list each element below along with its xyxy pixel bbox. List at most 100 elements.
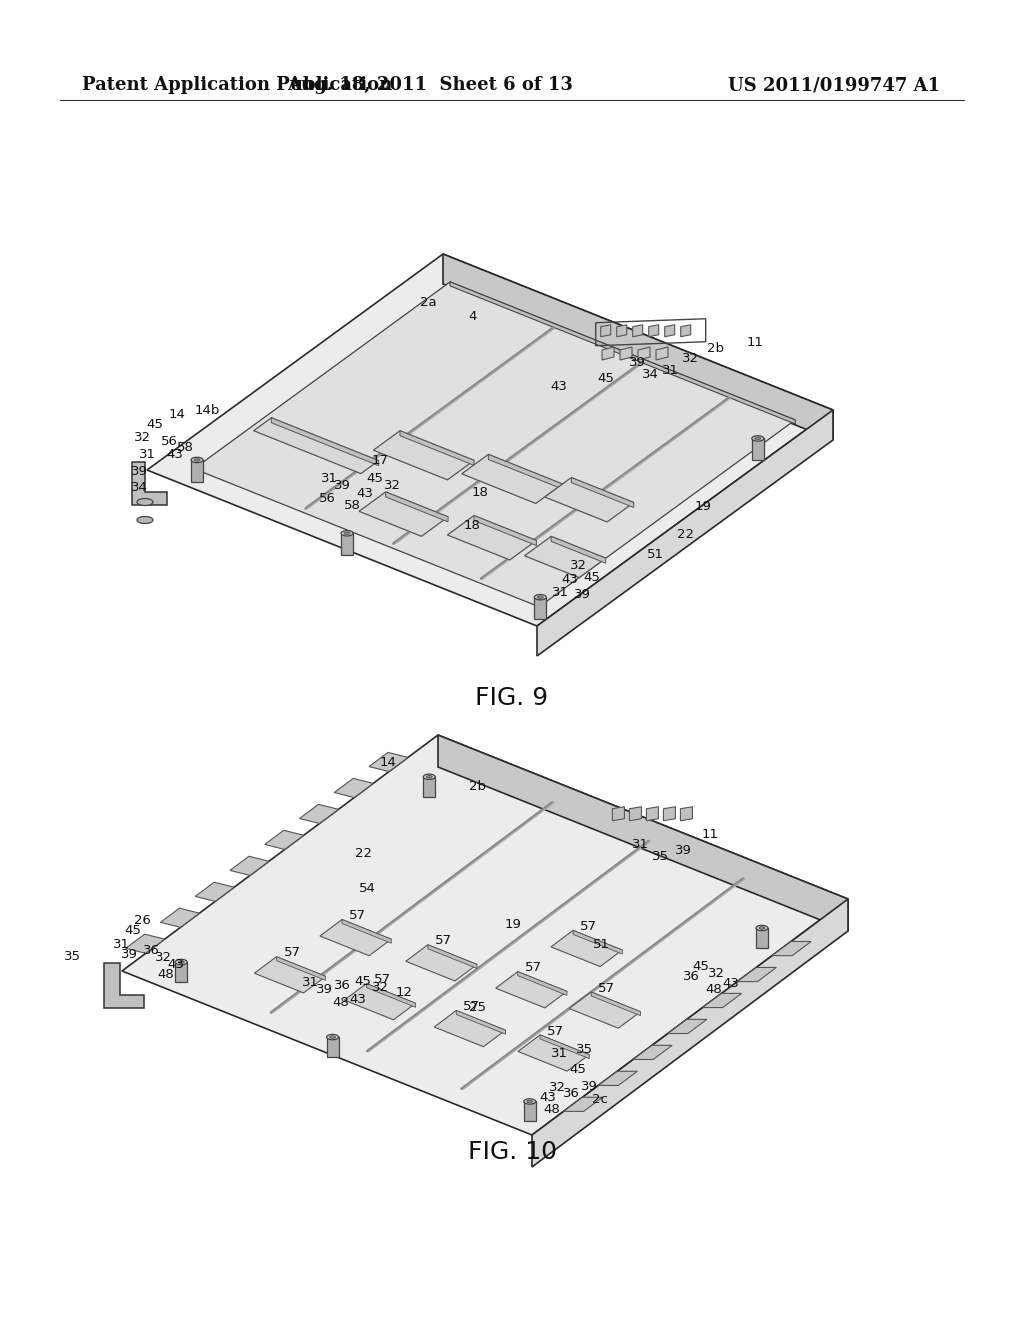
Text: 57: 57 bbox=[349, 909, 367, 923]
Polygon shape bbox=[488, 454, 562, 488]
Text: 31: 31 bbox=[302, 975, 319, 989]
Text: 31: 31 bbox=[138, 449, 156, 462]
Ellipse shape bbox=[175, 960, 187, 965]
Polygon shape bbox=[633, 325, 643, 337]
Bar bbox=[423, 776, 435, 797]
Polygon shape bbox=[573, 931, 623, 954]
Polygon shape bbox=[633, 1045, 672, 1060]
Text: 48: 48 bbox=[706, 982, 723, 995]
Text: 35: 35 bbox=[651, 850, 669, 863]
Polygon shape bbox=[668, 1019, 707, 1034]
Polygon shape bbox=[299, 804, 339, 824]
Text: 39: 39 bbox=[573, 587, 591, 601]
Text: 36: 36 bbox=[683, 970, 699, 982]
Polygon shape bbox=[496, 972, 567, 1008]
Polygon shape bbox=[601, 325, 610, 337]
Polygon shape bbox=[545, 478, 634, 521]
Text: 45: 45 bbox=[692, 960, 710, 973]
Ellipse shape bbox=[526, 1100, 532, 1102]
Polygon shape bbox=[276, 957, 326, 981]
Polygon shape bbox=[680, 807, 692, 821]
Bar bbox=[175, 962, 187, 982]
Text: 14: 14 bbox=[380, 756, 396, 770]
Polygon shape bbox=[681, 325, 691, 337]
Polygon shape bbox=[369, 752, 408, 772]
Polygon shape bbox=[374, 430, 474, 480]
Text: 18: 18 bbox=[464, 519, 480, 532]
Bar bbox=[341, 533, 353, 556]
Polygon shape bbox=[161, 908, 200, 928]
Ellipse shape bbox=[755, 437, 761, 440]
Polygon shape bbox=[254, 417, 379, 474]
Polygon shape bbox=[537, 411, 833, 656]
Polygon shape bbox=[551, 536, 606, 564]
Text: 31: 31 bbox=[321, 471, 338, 484]
Text: 45: 45 bbox=[584, 570, 601, 583]
Polygon shape bbox=[551, 931, 623, 966]
Text: 43: 43 bbox=[551, 380, 567, 393]
Polygon shape bbox=[649, 325, 658, 337]
Polygon shape bbox=[434, 1011, 506, 1047]
Polygon shape bbox=[462, 454, 562, 503]
Text: 32: 32 bbox=[372, 981, 389, 994]
Polygon shape bbox=[104, 964, 144, 1008]
Polygon shape bbox=[524, 536, 606, 578]
Text: 57: 57 bbox=[374, 973, 390, 986]
Text: 56: 56 bbox=[318, 492, 336, 504]
Text: 32: 32 bbox=[133, 432, 151, 445]
Polygon shape bbox=[664, 807, 676, 821]
Bar bbox=[756, 928, 768, 948]
Text: 32: 32 bbox=[682, 352, 698, 366]
Ellipse shape bbox=[137, 516, 153, 524]
Polygon shape bbox=[612, 807, 625, 821]
Text: 45: 45 bbox=[367, 471, 383, 484]
Text: 39: 39 bbox=[316, 982, 333, 995]
Polygon shape bbox=[616, 325, 627, 337]
Polygon shape bbox=[532, 899, 848, 1167]
Text: 39: 39 bbox=[582, 1080, 598, 1093]
Text: 34: 34 bbox=[642, 368, 658, 381]
Polygon shape bbox=[319, 920, 391, 956]
Polygon shape bbox=[602, 347, 614, 360]
Text: 2b: 2b bbox=[469, 780, 486, 793]
Text: 11: 11 bbox=[746, 337, 764, 348]
Text: 45: 45 bbox=[598, 372, 614, 385]
Ellipse shape bbox=[535, 594, 546, 599]
Polygon shape bbox=[438, 735, 848, 931]
Text: 43: 43 bbox=[723, 977, 739, 990]
Ellipse shape bbox=[423, 774, 435, 780]
Text: 2c: 2c bbox=[592, 1093, 607, 1106]
Text: 54: 54 bbox=[359, 883, 376, 895]
Polygon shape bbox=[451, 282, 796, 424]
Text: FIG. 10: FIG. 10 bbox=[468, 1140, 556, 1164]
Text: 57: 57 bbox=[581, 920, 597, 933]
Text: 39: 39 bbox=[675, 845, 691, 857]
Polygon shape bbox=[656, 347, 668, 360]
Text: 57: 57 bbox=[284, 946, 301, 960]
Text: 45: 45 bbox=[146, 418, 164, 432]
Ellipse shape bbox=[327, 1035, 339, 1040]
Polygon shape bbox=[386, 492, 449, 521]
Polygon shape bbox=[194, 282, 796, 607]
Ellipse shape bbox=[756, 925, 768, 931]
Text: 18: 18 bbox=[471, 486, 488, 499]
Polygon shape bbox=[457, 1011, 506, 1034]
Text: 43: 43 bbox=[562, 573, 579, 586]
Text: 26: 26 bbox=[133, 915, 151, 928]
Polygon shape bbox=[428, 945, 477, 969]
Text: 4: 4 bbox=[469, 309, 477, 322]
Text: 43: 43 bbox=[540, 1090, 556, 1104]
Text: 36: 36 bbox=[563, 1086, 581, 1100]
Text: 51: 51 bbox=[647, 548, 664, 561]
Text: 36: 36 bbox=[334, 978, 351, 991]
Polygon shape bbox=[518, 1035, 589, 1071]
Text: 45: 45 bbox=[569, 1063, 586, 1076]
Polygon shape bbox=[474, 516, 537, 545]
Text: 57: 57 bbox=[463, 1001, 480, 1014]
Polygon shape bbox=[230, 857, 269, 875]
Text: 58: 58 bbox=[344, 499, 360, 512]
Text: 14: 14 bbox=[169, 408, 185, 421]
Polygon shape bbox=[443, 253, 833, 440]
Text: 32: 32 bbox=[569, 558, 587, 572]
Polygon shape bbox=[702, 994, 741, 1007]
